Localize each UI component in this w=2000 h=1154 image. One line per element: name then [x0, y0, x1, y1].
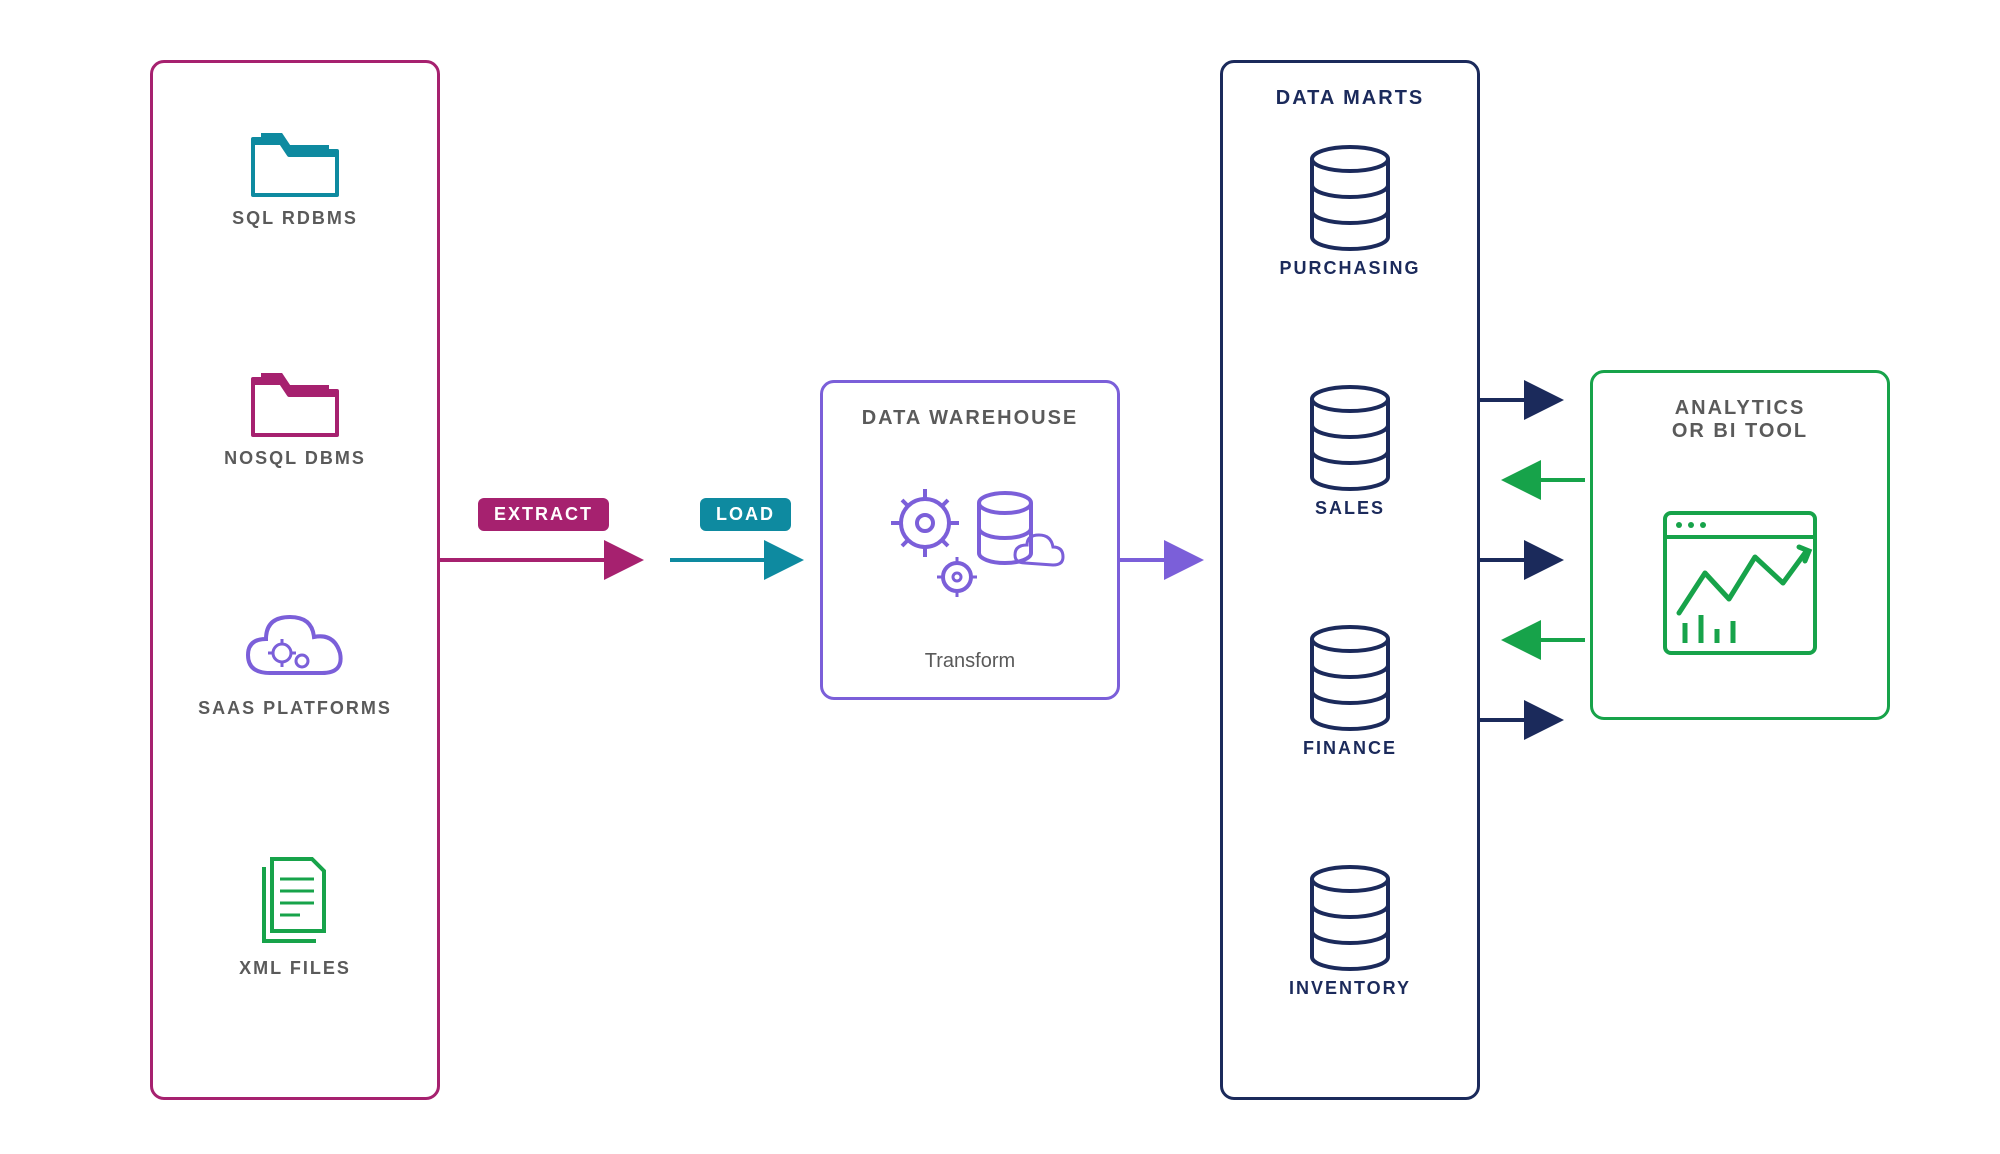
dashboard-chart-icon — [1655, 503, 1825, 663]
extract-arrow — [440, 540, 660, 580]
folder-icon — [245, 363, 345, 443]
warehouse-title: DATA WAREHOUSE — [823, 407, 1117, 430]
sources-panel: SQL RDBMS NOSQL DBMS SAAS PLATFORMS — [150, 60, 440, 1100]
mart-label: INVENTORY — [1223, 978, 1477, 999]
bi-to-marts-arrow — [1490, 460, 1590, 500]
mart-label: SALES — [1223, 498, 1477, 519]
cloud-gears-icon — [240, 603, 350, 693]
mart-label: FINANCE — [1223, 738, 1477, 759]
marts-to-bi-arrow — [1480, 700, 1580, 740]
bi-to-marts-arrow — [1490, 620, 1590, 660]
to-marts-arrow — [1120, 540, 1220, 580]
files-icon — [250, 853, 340, 953]
database-icon — [1300, 143, 1400, 253]
marts-to-bi-arrow — [1480, 380, 1580, 420]
database-icon — [1300, 383, 1400, 493]
analytics-panel: ANALYTICS OR BI TOOL — [1590, 370, 1890, 720]
database-icon — [1300, 623, 1400, 733]
source-label: SAAS PLATFORMS — [153, 698, 437, 719]
database-icon — [1300, 863, 1400, 973]
folder-icon — [245, 123, 345, 203]
data-marts-panel: DATA MARTS PURCHASING SALES — [1220, 60, 1480, 1100]
data-warehouse: DATA WAREHOUSE Trans — [820, 380, 1120, 700]
source-label: NOSQL DBMS — [153, 448, 437, 469]
elt-diagram: SQL RDBMS NOSQL DBMS SAAS PLATFORMS — [0, 0, 2000, 1154]
transform-label: Transform — [823, 650, 1117, 673]
analytics-title-1: ANALYTICS — [1675, 397, 1806, 419]
analytics-title-2: OR BI TOOL — [1672, 420, 1808, 442]
load-arrow — [670, 540, 820, 580]
source-label: SQL RDBMS — [153, 208, 437, 229]
marts-title: DATA MARTS — [1223, 87, 1477, 110]
source-label: XML FILES — [153, 958, 437, 979]
extract-pill: EXTRACT — [478, 498, 609, 531]
load-pill: LOAD — [700, 498, 791, 531]
marts-to-bi-arrow — [1480, 540, 1580, 580]
mart-label: PURCHASING — [1223, 258, 1477, 279]
gears-db-cloud-icon — [875, 473, 1065, 613]
